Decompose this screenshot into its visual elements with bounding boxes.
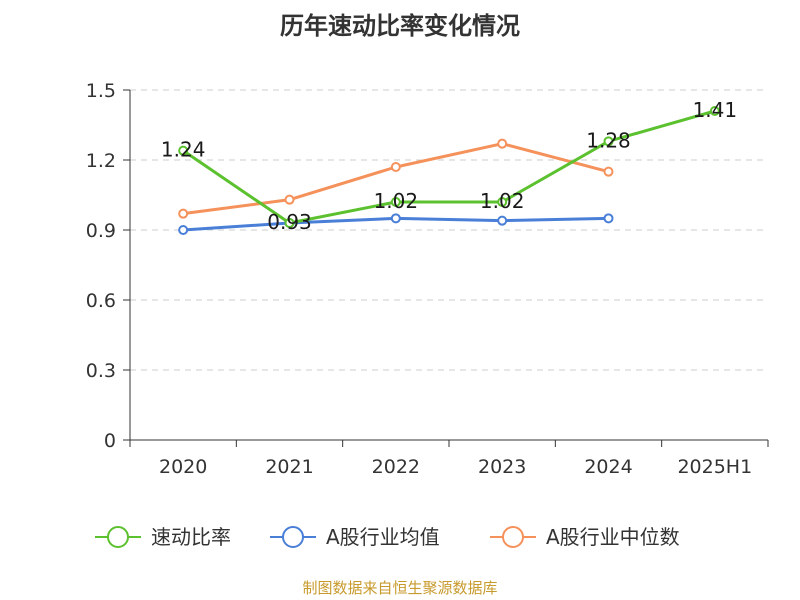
- legend-label-1: A股行业均值: [326, 525, 440, 549]
- x-tick-label: 2021: [265, 456, 313, 478]
- x-tick-label: 2024: [584, 456, 632, 478]
- series-layer: [178, 106, 720, 235]
- x-tick-label: 2022: [372, 456, 420, 478]
- legend-label-2: A股行业中位数: [546, 525, 680, 549]
- data-point: [284, 218, 295, 228]
- data-point: [178, 208, 189, 219]
- data-point: [603, 166, 614, 177]
- data-point: [284, 194, 295, 205]
- data-label: 1.41: [693, 98, 738, 122]
- y-tick-label: 1.5: [86, 80, 116, 102]
- legend-label-0: 速动比率: [151, 525, 231, 549]
- data-point: [603, 213, 614, 224]
- y-tick-label: 0.6: [86, 290, 116, 312]
- y-tick-label: 1.2: [86, 150, 116, 172]
- data-label: 1.24: [161, 138, 206, 162]
- y-tick-label: 0.3: [86, 360, 116, 382]
- x-tick-label: 2020: [159, 456, 207, 478]
- data-label: 1.02: [480, 189, 525, 213]
- chart-title: 历年速动比率变化情况: [280, 12, 520, 40]
- data-point: [390, 162, 401, 172]
- legend-marker-0: [107, 526, 129, 548]
- legend: 速动比率 A股行业均值 A股行业中位数: [95, 525, 680, 549]
- data-label: 0.93: [267, 210, 312, 234]
- x-tick-label: 2025H1: [677, 456, 752, 478]
- grid-layer: [130, 89, 768, 371]
- data-point: [178, 225, 189, 235]
- data-point: [497, 197, 508, 207]
- legend-marker-1: [282, 526, 304, 548]
- data-point: [603, 136, 614, 147]
- y-tick-label: 0.9: [86, 220, 116, 242]
- data-point: [709, 106, 720, 116]
- data-label: 1.02: [374, 189, 419, 213]
- y-tick-label: 0: [104, 430, 116, 452]
- data-label: 1.28: [586, 128, 631, 152]
- axis-layer: 0 0.3 0.6 0.9 1.2 1.5 2020 2021 2022 2023 2024 2025…: [86, 80, 769, 478]
- series-line-0: [182, 109, 716, 225]
- data-label-layer: 1.24 0.93 1.02 1.02 1.28 1.41: [161, 98, 737, 234]
- source-note: 制图数据来自恒生聚源数据库: [302, 579, 498, 597]
- data-point: [178, 145, 189, 156]
- data-point: [390, 197, 401, 207]
- data-point: [497, 138, 508, 149]
- x-tick-label: 2023: [478, 456, 526, 478]
- legend-marker-2: [502, 526, 524, 548]
- data-point: [497, 215, 508, 226]
- data-point: [390, 213, 401, 224]
